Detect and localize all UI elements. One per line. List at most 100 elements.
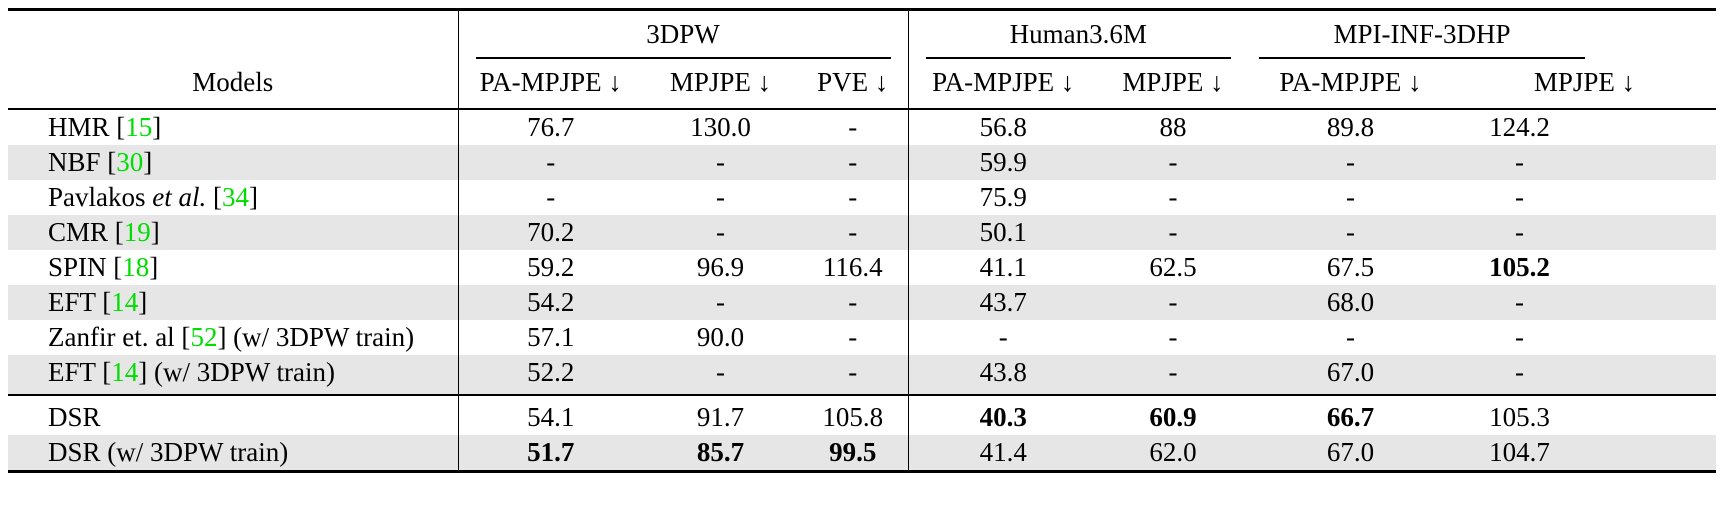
table-row: SPIN [18] 59.2 96.9 116.4 41.1 62.5 67.5 105.2 <box>8 250 1716 285</box>
model-name-cell: CMR [19] <box>8 215 458 250</box>
group-header-human36m: Human3.6M <box>907 9 1249 60</box>
value-cell: 130.0 <box>690 112 751 142</box>
table-row: NBF [30] - - -59.9- - - <box>8 145 1717 180</box>
paper-table-figure: 3DPW Human3.6M MPI-INF-3DHP Models PA-MP… <box>8 8 1717 473</box>
model-name-text: ] <box>150 217 160 247</box>
table-row: DSR (w/ 3DPW train) 51.7 85.7 99.5 41.4 62.0 6… <box>8 435 1717 472</box>
value-cell: 41.4 <box>907 435 1099 472</box>
results-table: 3DPW Human3.6M MPI-INF-3DHP Models PA-MP… <box>8 8 1717 473</box>
model-name-cell: EFT [14] (w/ 3DPW train) <box>8 355 458 395</box>
model-name-cell: EFT [14] <box>8 285 458 320</box>
corner-cell <box>8 10 458 61</box>
model-name-text: ] <box>249 182 258 212</box>
dataset-group-header-row: 3DPW Human3.6M MPI-INF-3DHP <box>8 9 1716 61</box>
value-cell: 75.9 <box>907 180 1099 215</box>
value-cell: 54.1 <box>457 394 643 435</box>
col-header-h36m-mpjpe: MPJPE ↓ <box>1098 60 1249 110</box>
citation-link[interactable]: 18 <box>122 252 150 282</box>
metric-header-row: Models PA-MPJPE ↓ MPJPE ↓ PVE ↓ PA-MPJPE… <box>8 60 1717 110</box>
col-header-3dpw-mpjpe: MPJPE ↓ <box>643 60 798 110</box>
value-cell: 51.7 <box>457 435 643 472</box>
value-cell: 62.0 <box>1098 435 1249 472</box>
value-cell: - <box>1098 145 1249 180</box>
model-name-text: ] <box>138 287 148 317</box>
value-cell: - <box>457 180 643 215</box>
value-cell: - <box>716 182 725 212</box>
value-cell: 43.8 <box>907 355 1099 395</box>
col-header-mpi-pa-mpjpe: PA-MPJPE ↓ <box>1248 60 1454 110</box>
group-label-3dpw: 3DPW <box>475 17 891 59</box>
value-cell: - <box>848 112 858 142</box>
citation-link[interactable]: 19 <box>123 217 151 247</box>
value-cell: 104.7 <box>1453 435 1717 472</box>
model-name-text: ] (w/ 3DPW train) <box>138 357 335 387</box>
value-cell: 59.9 <box>907 145 1099 180</box>
value-cell: - <box>1453 215 1717 250</box>
model-name-cell: Zanfir et. al [52] (w/ 3DPW train) <box>8 320 458 355</box>
value-cell: 43.7 <box>907 285 1099 320</box>
citation-link[interactable]: 15 <box>125 112 153 142</box>
value-cell: 76.7 <box>457 109 643 145</box>
model-name-text: ] <box>152 112 162 142</box>
citation-link[interactable]: 34 <box>222 182 249 212</box>
value-cell: 116.4 <box>822 252 883 282</box>
value-cell: - <box>1168 182 1178 212</box>
col-header-3dpw-pve: PVE ↓ <box>798 60 909 110</box>
model-name-cell: SPIN [18] <box>8 250 458 285</box>
value-cell: - <box>457 145 643 180</box>
value-cell: - <box>1168 322 1178 352</box>
value-cell: - <box>798 145 909 180</box>
value-cell: 124.2 <box>1489 112 1550 142</box>
col-header-mpi-mpjpe: MPJPE ↓ <box>1453 60 1717 110</box>
value-cell: - <box>907 320 1099 355</box>
value-cell: 68.0 <box>1248 285 1454 320</box>
value-cell: - <box>798 285 909 320</box>
table-row: CMR [19] 70.2- -50.1- - - <box>8 215 1717 250</box>
group-header-mpi-inf-3dhp: MPI-INF-3DHP <box>1248 10 1716 61</box>
value-cell: - <box>1453 355 1717 395</box>
value-cell: 99.5 <box>798 435 909 472</box>
value-cell: 52.2 <box>457 355 643 395</box>
citation-link[interactable]: 52 <box>190 322 218 352</box>
models-column-header: Models <box>8 60 458 110</box>
citation-link[interactable]: 14 <box>111 287 139 317</box>
value-cell: - <box>798 355 909 395</box>
value-cell: 67.5 <box>1326 252 1375 282</box>
value-cell: - <box>1098 215 1249 250</box>
value-cell: - <box>1453 145 1717 180</box>
table-row: EFT [14] 54.2- -43.7-68.0- <box>8 285 1717 320</box>
model-name-text: [ <box>206 182 222 212</box>
value-cell: - <box>1248 145 1454 180</box>
citation-link[interactable]: 14 <box>111 357 139 387</box>
value-cell: 85.7 <box>643 435 798 472</box>
value-cell: - <box>643 285 798 320</box>
value-cell: - <box>798 215 909 250</box>
group-label-human36m: Human3.6M <box>925 17 1232 59</box>
table-row: HMR [15] 76.7 130.0-56.8 88 89.8 124.2 <box>8 109 1716 145</box>
value-cell: 40.3 <box>907 394 1099 435</box>
model-name-cell: DSR (w/ 3DPW train) <box>8 435 458 472</box>
model-name-text: NBF [ <box>48 147 117 177</box>
model-name-text: DSR <box>48 402 101 432</box>
value-cell: 59.2 <box>457 250 643 285</box>
citation-link[interactable]: 30 <box>116 147 144 177</box>
value-cell: 67.0 <box>1248 435 1454 472</box>
group-header-3dpw: 3DPW <box>457 9 909 60</box>
value-cell: - <box>1453 285 1717 320</box>
value-cell: 67.0 <box>1248 355 1454 395</box>
table-row: DSR 54.1 91.7 105.8 40.3 60.9 66.7 105.3 <box>8 394 1717 435</box>
model-name-text: Zanfir et. al [ <box>48 322 191 352</box>
value-cell: - <box>848 182 858 212</box>
model-name-text: ] <box>143 147 153 177</box>
value-cell: - <box>848 322 858 352</box>
model-name-cell: HMR [15] <box>8 109 458 145</box>
model-name-text: ] (w/ 3DPW train) <box>217 322 415 352</box>
model-name-text: ] <box>149 252 159 282</box>
value-cell: 70.2 <box>457 215 643 250</box>
value-cell: 66.7 <box>1248 394 1454 435</box>
model-name-text: Pavlakos <box>48 182 153 212</box>
model-name-text: HMR [ <box>48 112 126 142</box>
value-cell: 62.5 <box>1149 252 1197 282</box>
value-cell: 96.9 <box>696 252 745 282</box>
model-name-text: EFT [ <box>48 357 112 387</box>
